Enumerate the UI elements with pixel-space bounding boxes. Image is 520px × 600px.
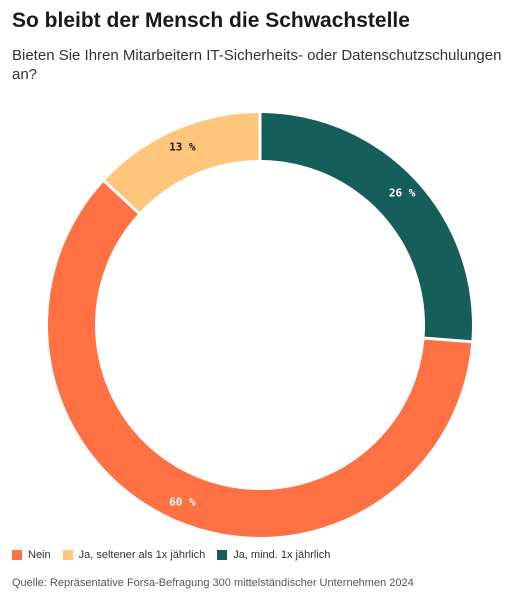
source-note: Quelle: Repräsentative Forsa-Befragung 3… [12, 577, 414, 589]
slice-label-2: 60 % [169, 495, 196, 508]
donut-chart: 26 % 60 % 13 % [47, 113, 473, 537]
legend-label-ja-seltener: Ja, seltener als 1x jährlich [78, 549, 206, 561]
legend: Nein Ja, seltener als 1x jährlich Ja, mi… [12, 548, 330, 562]
legend-swatch-ja-mind [217, 550, 228, 560]
chart-title: So bleibt der Mensch die Schwachstelle [12, 9, 410, 32]
slice-label-1: 26 % [389, 187, 416, 200]
legend-swatch-nein [12, 550, 22, 560]
legend-item-nein: Nein [12, 548, 51, 562]
legend-item-ja-mind: Ja, mind. 1x jährlich [217, 548, 330, 562]
legend-item-ja-seltener: Ja, seltener als 1x jährlich [62, 548, 206, 562]
slice-label-3: 13 % [169, 141, 196, 154]
chart-subtitle: Bieten Sie Ihren Mitarbeitern IT-Sicherh… [12, 47, 502, 83]
slice-1 [261, 113, 473, 341]
legend-swatch-ja-seltener [62, 550, 73, 560]
legend-label-ja-mind: Ja, mind. 1x jährlich [233, 549, 331, 561]
legend-label-nein: Nein [28, 549, 51, 561]
slice-3 [105, 113, 259, 212]
slice-2 [47, 182, 472, 537]
